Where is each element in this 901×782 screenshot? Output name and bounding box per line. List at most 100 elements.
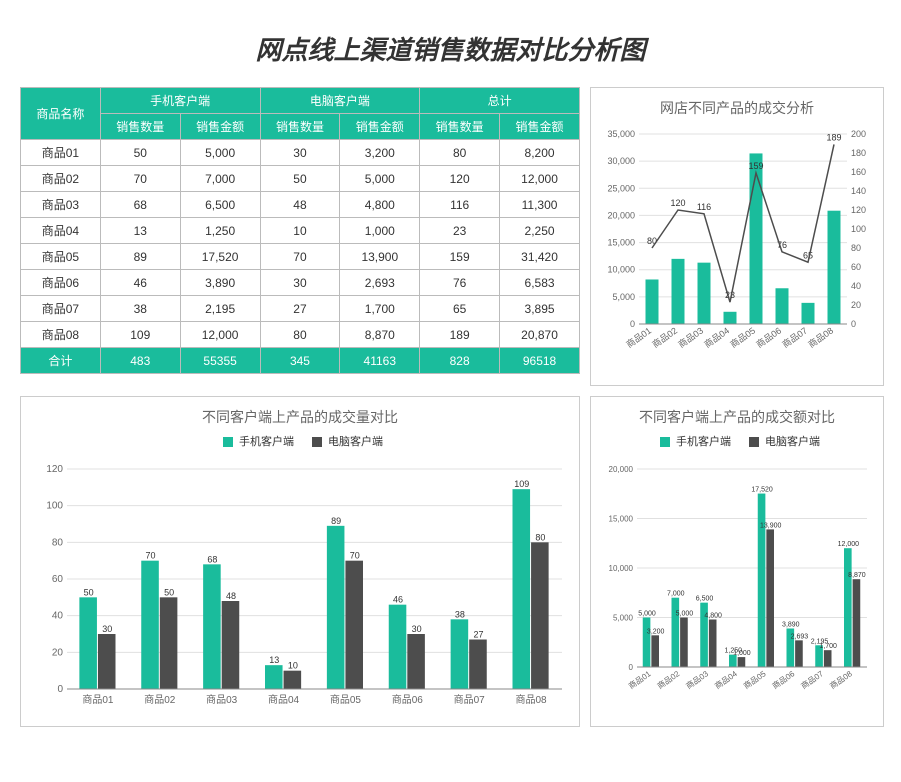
chart-amt: 不同客户端上产品的成交额对比 手机客户端电脑客户端 05,00010,00015…: [590, 396, 884, 727]
svg-text:100: 100: [851, 224, 866, 234]
svg-text:116: 116: [697, 202, 711, 212]
page-title: 网点线上渠道销售数据对比分析图: [20, 30, 881, 67]
chart-combo: 网店不同产品的成交分析 05,00010,00015,00020,00025,0…: [590, 87, 884, 386]
data-table: 商品名称手机客户端电脑客户端总计销售数量销售金额销售数量销售金额销售数量销售金额…: [20, 87, 580, 374]
svg-text:48: 48: [226, 591, 236, 601]
svg-text:25,000: 25,000: [607, 183, 635, 193]
svg-text:10: 10: [288, 661, 298, 671]
svg-text:46: 46: [393, 595, 403, 605]
svg-text:40: 40: [52, 611, 64, 622]
svg-text:商品04: 商品04: [268, 693, 300, 706]
svg-text:159: 159: [748, 161, 763, 171]
svg-text:商品02: 商品02: [144, 693, 176, 706]
svg-text:商品07: 商品07: [780, 325, 809, 350]
svg-text:120: 120: [46, 464, 63, 475]
table-row: 商品058917,5207013,90015931,420: [21, 244, 580, 270]
svg-text:1,000: 1,000: [733, 650, 751, 657]
svg-text:12,000: 12,000: [838, 541, 860, 548]
svg-text:商品01: 商品01: [82, 693, 114, 706]
table-row: 商品0810912,000808,87018920,870: [21, 322, 580, 348]
svg-text:0: 0: [629, 663, 634, 672]
chart-combo-title: 网店不同产品的成交分析: [597, 98, 877, 118]
svg-text:13: 13: [269, 655, 279, 665]
svg-text:70: 70: [146, 551, 156, 561]
svg-text:4,800: 4,800: [704, 612, 722, 619]
svg-text:5,000: 5,000: [676, 611, 694, 618]
svg-text:商品05: 商品05: [728, 325, 757, 350]
svg-text:89: 89: [331, 516, 341, 526]
svg-text:50: 50: [84, 587, 94, 597]
svg-text:70: 70: [350, 551, 360, 561]
svg-text:13,900: 13,900: [760, 522, 782, 529]
svg-text:2,693: 2,693: [791, 633, 809, 640]
svg-text:5,000: 5,000: [613, 614, 634, 623]
svg-text:35,000: 35,000: [607, 129, 635, 139]
svg-text:商品03: 商品03: [676, 325, 705, 350]
svg-text:商品05: 商品05: [741, 668, 768, 691]
svg-text:189: 189: [826, 132, 841, 142]
svg-text:20,000: 20,000: [607, 210, 635, 220]
svg-text:109: 109: [514, 479, 529, 489]
data-table-wrap: 商品名称手机客户端电脑客户端总计销售数量销售金额销售数量销售金额销售数量销售金额…: [20, 87, 580, 386]
table-row: 商品04131,250101,000232,250: [21, 218, 580, 244]
table-row: 商品02707,000505,00012012,000: [21, 166, 580, 192]
svg-text:商品05: 商品05: [330, 693, 362, 706]
svg-text:160: 160: [851, 167, 866, 177]
svg-text:60: 60: [52, 574, 64, 585]
svg-text:商品06: 商品06: [754, 325, 783, 350]
svg-text:1,700: 1,700: [819, 643, 837, 650]
svg-text:商品02: 商品02: [655, 668, 682, 691]
table-head: 商品名称手机客户端电脑客户端总计销售数量销售金额销售数量销售金额销售数量销售金额: [21, 88, 580, 140]
svg-text:0: 0: [851, 319, 856, 329]
svg-text:商品08: 商品08: [806, 325, 835, 350]
svg-text:0: 0: [57, 684, 63, 695]
svg-text:80: 80: [535, 532, 545, 542]
svg-text:商品04: 商品04: [713, 668, 740, 691]
svg-text:30: 30: [102, 624, 112, 634]
svg-text:8,870: 8,870: [848, 572, 866, 579]
svg-text:120: 120: [851, 205, 866, 215]
svg-text:40: 40: [851, 281, 861, 291]
chart-qty: 不同客户端上产品的成交量对比 手机客户端电脑客户端 02040608010012…: [20, 396, 580, 727]
svg-text:0: 0: [630, 319, 635, 329]
svg-text:商品02: 商品02: [650, 325, 679, 350]
svg-text:65: 65: [803, 250, 813, 260]
svg-text:7,000: 7,000: [667, 591, 685, 598]
svg-text:20: 20: [851, 300, 861, 310]
svg-text:3,200: 3,200: [647, 628, 665, 635]
chart-amt-title: 不同客户端上产品的成交额对比: [597, 407, 877, 427]
chart-qty-svg: 0204060801001205030商品017050商品026848商品031…: [27, 455, 572, 715]
svg-text:商品03: 商品03: [684, 668, 711, 691]
svg-text:100: 100: [46, 501, 63, 512]
svg-text:80: 80: [647, 236, 657, 246]
svg-text:60: 60: [851, 262, 861, 272]
svg-text:5,000: 5,000: [612, 292, 635, 302]
svg-text:商品07: 商品07: [799, 668, 826, 691]
svg-text:17,520: 17,520: [751, 487, 773, 494]
svg-text:180: 180: [851, 148, 866, 158]
svg-text:6,500: 6,500: [696, 596, 714, 603]
chart-amt-svg: 05,00010,00015,00020,0005,0003,200商品017,…: [597, 455, 877, 715]
svg-text:10,000: 10,000: [609, 564, 634, 573]
svg-text:140: 140: [851, 186, 866, 196]
svg-text:50: 50: [164, 587, 174, 597]
svg-text:68: 68: [207, 554, 217, 564]
svg-text:5,000: 5,000: [638, 611, 656, 618]
table-total-row: 合计483553553454116382896518: [21, 348, 580, 374]
svg-text:120: 120: [670, 198, 685, 208]
svg-text:200: 200: [851, 129, 866, 139]
svg-text:商品06: 商品06: [770, 668, 797, 691]
svg-text:商品08: 商品08: [828, 668, 855, 691]
svg-text:30,000: 30,000: [607, 156, 635, 166]
svg-text:20: 20: [52, 647, 64, 658]
table-body: 商品01505,000303,200808,200商品02707,000505,…: [21, 140, 580, 374]
svg-text:商品01: 商品01: [624, 325, 653, 350]
svg-text:38: 38: [455, 609, 465, 619]
table-row: 商品03686,500484,80011611,300: [21, 192, 580, 218]
svg-text:商品04: 商品04: [702, 325, 731, 350]
svg-text:30: 30: [412, 624, 422, 634]
table-row: 商品07382,195271,700653,895: [21, 296, 580, 322]
svg-text:商品08: 商品08: [516, 693, 548, 706]
svg-text:27: 27: [473, 630, 483, 640]
table-row: 商品01505,000303,200808,200: [21, 140, 580, 166]
